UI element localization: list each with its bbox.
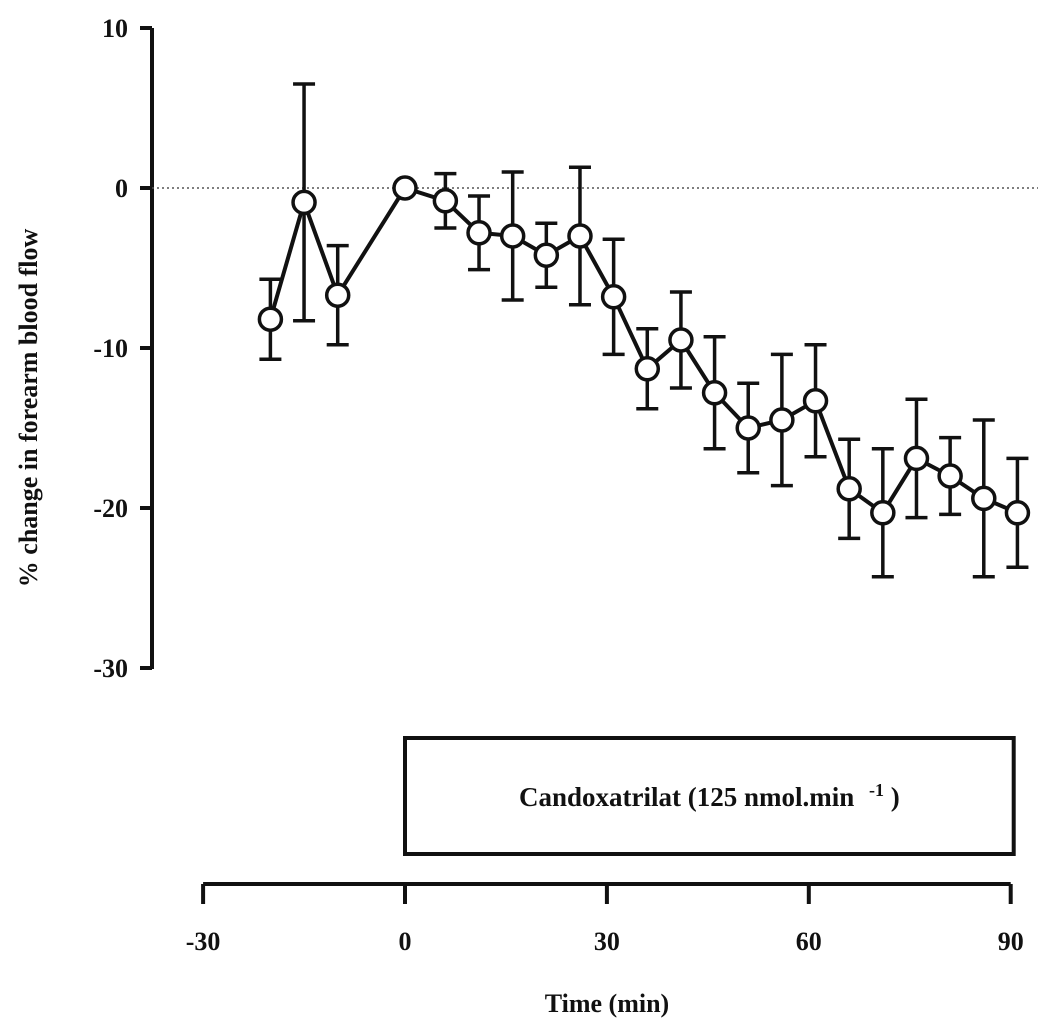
data-point <box>567 223 593 249</box>
data-point <box>971 485 997 512</box>
data-point <box>870 500 896 526</box>
y-tick-label: 10 <box>102 14 128 43</box>
series-line <box>268 186 1019 515</box>
x-tick-label: 90 <box>998 927 1024 956</box>
treatment-label-main: Candoxatrilat (125 nmol.min <box>519 782 854 812</box>
y-tick-label: 0 <box>115 174 128 203</box>
y-axis-title: % change in forearm blood flow <box>14 229 43 588</box>
data-point <box>600 284 627 310</box>
data-point <box>769 407 795 433</box>
treatment-label: Candoxatrilat (125 nmol.min -1 ) <box>519 772 900 812</box>
x-tick-label: 30 <box>594 927 620 956</box>
data-point <box>668 327 694 353</box>
data-point <box>735 415 761 441</box>
data-point <box>466 220 492 246</box>
data-point <box>324 282 351 308</box>
data-point <box>937 463 963 489</box>
x-axis-title: Time (min) <box>545 989 669 1018</box>
data-point <box>291 189 317 216</box>
data-point <box>499 223 526 249</box>
treatment-box <box>403 736 1016 856</box>
data-point <box>802 388 829 414</box>
data-point <box>903 445 930 472</box>
treatment-label-superscript: -1 <box>869 780 884 800</box>
y-tick-label: -10 <box>93 334 128 363</box>
treatment-label-close: ) <box>891 782 900 812</box>
data-point <box>392 175 418 201</box>
data-point <box>634 356 661 382</box>
data-point <box>1004 500 1031 526</box>
x-tick-label: 0 <box>399 927 412 956</box>
y-tick-label: -20 <box>93 494 128 523</box>
x-tick-label: -30 <box>186 927 221 956</box>
data-point <box>701 380 728 406</box>
y-tick-label: -30 <box>93 654 128 683</box>
data-point <box>533 242 560 268</box>
x-tick-label: 60 <box>796 927 822 956</box>
data-point <box>257 306 284 332</box>
data-point <box>432 188 459 214</box>
data-point <box>836 476 862 502</box>
